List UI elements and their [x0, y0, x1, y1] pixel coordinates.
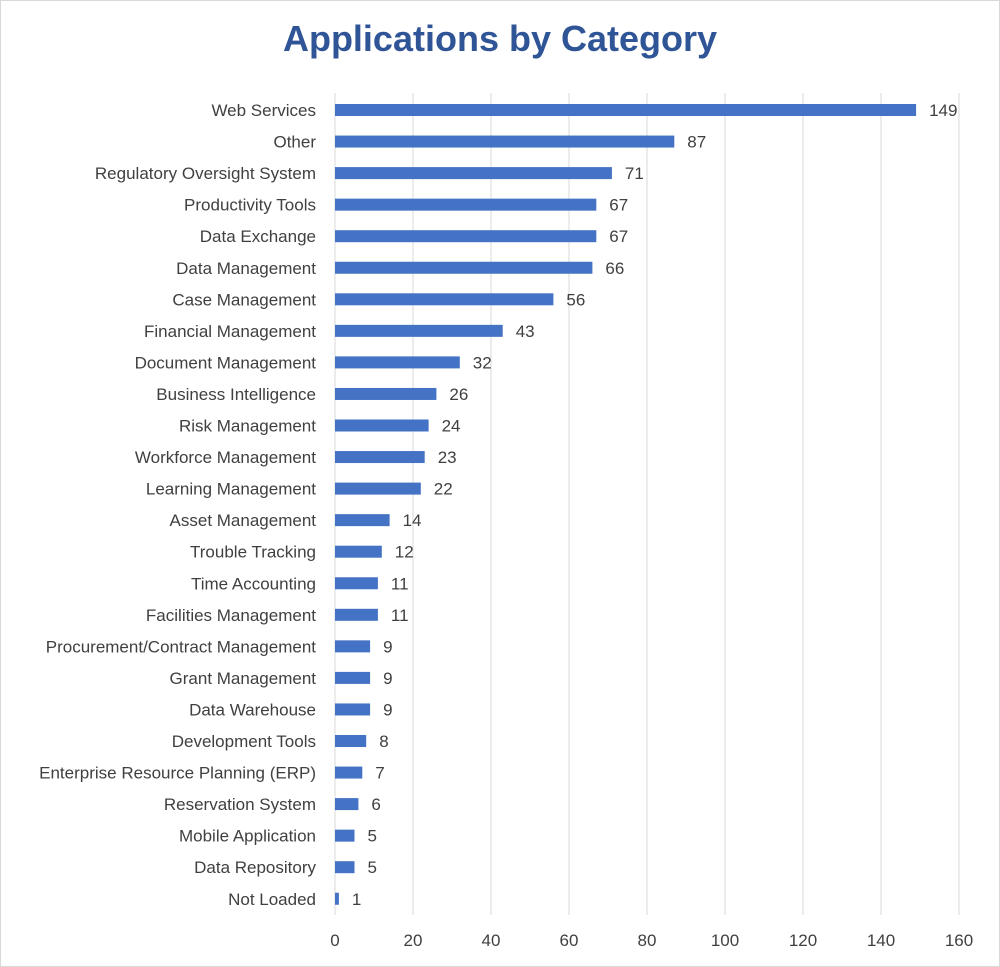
bar: [335, 545, 382, 558]
category-label: Procurement/Contract Management: [46, 637, 317, 656]
x-tick-label: 100: [711, 931, 739, 950]
bar: [335, 766, 363, 779]
bar: [335, 514, 390, 527]
data-label: 23: [438, 448, 457, 467]
data-label: 24: [442, 417, 461, 436]
data-label: 1: [352, 890, 361, 909]
category-labels: Web Services Other Regulatory Oversight Sy…: [39, 101, 316, 909]
chart-title: Applications by Category: [282, 18, 718, 59]
data-label: 71: [625, 164, 644, 183]
x-tick-label: 60: [560, 931, 579, 950]
data-label: 67: [609, 227, 628, 246]
x-tick-label: 0: [330, 931, 339, 950]
bar: [335, 735, 367, 747]
data-label: 66: [605, 259, 624, 278]
category-label: Business Intelligence: [156, 385, 316, 404]
bar: [335, 577, 378, 590]
category-label: Reservation System: [164, 795, 316, 814]
category-label: Case Management: [172, 290, 316, 309]
category-label: Enterprise Resource Planning (ERP): [39, 764, 316, 783]
category-label: Other: [273, 133, 316, 152]
bar: [335, 419, 429, 432]
data-label: 67: [609, 196, 628, 215]
bar: [335, 230, 597, 243]
category-label: Learning Management: [146, 480, 316, 499]
category-label: Document Management: [135, 353, 317, 372]
category-label: Development Tools: [172, 732, 316, 751]
data-label: 22: [434, 480, 453, 499]
data-label: 32: [473, 353, 492, 372]
bar: [335, 356, 460, 369]
x-tick-label: 160: [945, 931, 973, 950]
data-label: 14: [403, 511, 422, 530]
bar: [335, 387, 437, 400]
category-label: Time Accounting: [191, 574, 316, 593]
data-label: 8: [379, 732, 388, 751]
data-label: 5: [368, 827, 377, 846]
data-label: 26: [449, 385, 468, 404]
data-label: 9: [383, 700, 392, 719]
x-tick-label: 140: [867, 931, 895, 950]
category-label: Data Management: [176, 259, 316, 278]
bar: [335, 261, 593, 274]
x-tick-label: 80: [638, 931, 657, 950]
category-label: Productivity Tools: [184, 196, 316, 215]
data-label: 9: [383, 637, 392, 656]
gridlines: [334, 93, 960, 915]
bar: [335, 293, 554, 306]
bar: [335, 135, 675, 148]
category-label: Not Loaded: [228, 890, 316, 909]
category-label: Workforce Management: [135, 448, 316, 467]
bar: [335, 798, 359, 811]
bar: [335, 703, 371, 716]
value-labels: 1498771676766564332262423221412111199987…: [352, 101, 958, 909]
bar: [335, 640, 371, 653]
category-label: Regulatory Oversight System: [95, 164, 316, 183]
category-label: Data Exchange: [200, 227, 316, 246]
bar: [335, 608, 378, 621]
bar: [335, 104, 917, 116]
data-label: 6: [371, 795, 380, 814]
data-label: 11: [391, 574, 409, 593]
data-label: 7: [375, 764, 384, 783]
data-label: 9: [383, 669, 392, 688]
bar: [335, 829, 355, 842]
category-label: Data Repository: [194, 858, 316, 877]
data-label: 12: [395, 543, 414, 562]
bar: [335, 451, 425, 464]
data-label: 5: [368, 858, 377, 877]
bar: [335, 861, 355, 874]
bar: [335, 198, 597, 211]
category-label: Trouble Tracking: [190, 543, 316, 562]
category-label: Facilities Management: [146, 606, 316, 625]
data-label: 56: [566, 290, 585, 309]
data-label: 43: [516, 322, 535, 341]
bar: [335, 892, 339, 905]
category-label: Mobile Application: [179, 827, 316, 846]
data-label: 87: [687, 133, 706, 152]
bar: [335, 671, 371, 684]
category-label: Web Services: [211, 101, 316, 120]
bar: [335, 167, 612, 180]
data-label: 149: [929, 101, 957, 120]
bar: [335, 482, 421, 495]
category-label: Risk Management: [179, 417, 316, 436]
category-label: Asset Management: [170, 511, 317, 530]
category-label: Data Warehouse: [189, 700, 316, 719]
data-label: 11: [391, 606, 409, 625]
x-tick-label: 20: [404, 931, 423, 950]
bars: [335, 104, 917, 905]
category-label: Grant Management: [170, 669, 317, 688]
x-tick-label: 120: [789, 931, 817, 950]
x-axis-ticks: 0 20 40 60 80 100 120 140 160: [330, 931, 973, 950]
x-tick-label: 40: [482, 931, 501, 950]
bar: [335, 324, 503, 337]
category-label: Financial Management: [144, 322, 316, 341]
